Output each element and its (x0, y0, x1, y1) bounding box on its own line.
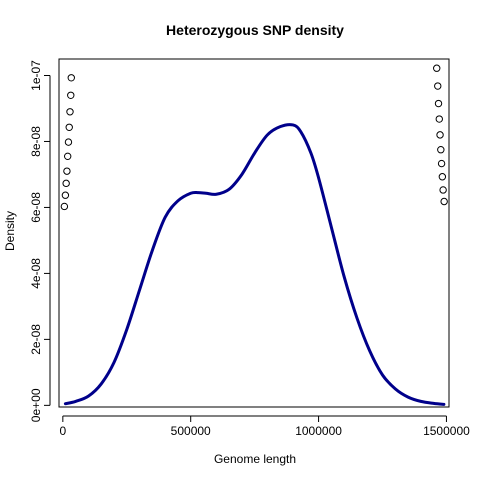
x-axis: 0 500000 1000000 1500000 (59, 415, 470, 438)
y-axis: 0e+00 2e-08 4e-08 6e-08 8e-08 1e-07 (29, 60, 51, 422)
data-point (62, 179, 70, 188)
data-point (64, 138, 73, 146)
data-point (63, 152, 72, 161)
data-point (67, 74, 75, 82)
chart-title: Heterozygous SNP density (166, 22, 344, 38)
y-tick-label: 0e+00 (29, 388, 43, 422)
data-point (438, 173, 447, 181)
data-point (66, 108, 74, 116)
data-point (434, 82, 442, 90)
y-tick-label: 2e-08 (29, 324, 43, 355)
data-point (63, 167, 71, 175)
data-point (440, 197, 448, 206)
data-point (67, 91, 75, 99)
x-tick-label: 1500000 (423, 424, 470, 438)
x-tick-label: 0 (59, 424, 66, 438)
data-point (435, 115, 443, 123)
plot-area (60, 64, 448, 406)
y-axis-label: Density (3, 211, 17, 251)
x-tick-label: 500000 (171, 424, 211, 438)
data-point (65, 123, 73, 131)
data-point (439, 186, 447, 194)
x-axis-label: Genome length (214, 452, 296, 466)
density-curve (63, 123, 446, 406)
data-point (437, 159, 446, 168)
y-tick-label: 6e-08 (29, 192, 43, 223)
y-tick-label: 1e-07 (29, 60, 43, 91)
data-point (436, 131, 444, 139)
data-point (61, 191, 70, 199)
plot-frame (58, 58, 450, 408)
data-point (60, 202, 69, 211)
data-point (433, 64, 441, 72)
data-point (434, 99, 443, 108)
y-tick-label: 8e-08 (29, 126, 43, 157)
data-point (437, 146, 445, 154)
y-tick-label: 4e-08 (29, 258, 43, 289)
x-tick-label: 1000000 (295, 424, 342, 438)
